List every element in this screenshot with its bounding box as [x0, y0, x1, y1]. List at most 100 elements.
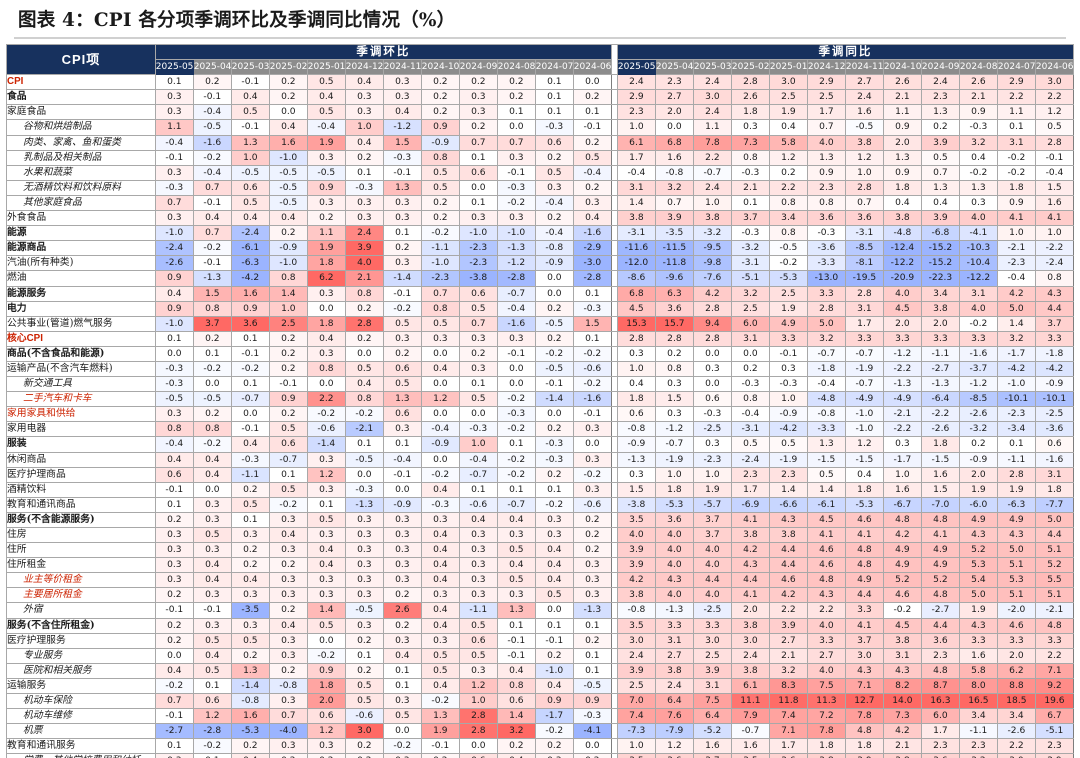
cell-mom: 0.2 — [420, 194, 460, 212]
cell-mom: 0.2 — [154, 632, 194, 649]
cell-mom: 1.2 — [458, 677, 498, 695]
row-label: 商品(不含食品和能源) — [6, 345, 156, 362]
cell-mom: -1.4 — [306, 436, 346, 453]
cell-yoy: 8.8 — [996, 677, 1036, 695]
cell-mom: 0.0 — [154, 345, 194, 362]
cell-yoy: 0.3 — [882, 436, 922, 453]
table-row: 服装 -0.4 -0.2 0.4 0.6 -1.4 0.1 0.1 -0.9 1.0 0.1 -0.3… — [6, 436, 1075, 453]
cell-yoy: 2.3 — [616, 104, 656, 121]
cell-yoy: 4.2 — [996, 285, 1036, 302]
cell-yoy: 4.8 — [920, 511, 960, 529]
cell-mom: 3.9 — [344, 240, 384, 257]
cell-mom: 0.0 — [420, 406, 460, 423]
cell-yoy: -11.8 — [654, 255, 694, 272]
cell-yoy: 3.8 — [616, 587, 656, 604]
cell-mom: 0.3 — [496, 210, 536, 227]
cell-mom: 0.4 — [496, 557, 536, 574]
cell-mom: 0.2 — [572, 542, 612, 559]
cell-mom: 0.4 — [534, 542, 574, 559]
row-label: 医院和相关服务 — [6, 662, 156, 679]
cell-mom: 0.3 — [344, 194, 384, 212]
cell-yoy: 4.3 — [806, 587, 846, 604]
cell-yoy: 3.5 — [616, 617, 656, 634]
cell-mom: 0.3 — [382, 542, 422, 559]
cell-yoy: 2.5 — [768, 89, 808, 106]
cell-yoy: 3.1 — [1034, 466, 1075, 483]
cell-yoy: -0.7 — [844, 376, 884, 393]
cell-mom: 0.4 — [192, 572, 232, 589]
cell-yoy: 3.6 — [844, 210, 884, 227]
cell-mom: 0.5 — [192, 662, 232, 679]
cell-mom: 0.7 — [154, 693, 194, 710]
cell-mom: 1.8 — [306, 677, 346, 695]
cell-yoy: -3.7 — [958, 360, 998, 378]
cell-mom: 0.1 — [382, 662, 422, 679]
cell-yoy: 1.8 — [730, 104, 770, 121]
table-row: 外宿 -0.1 -0.1 -3.5 0.2 1.4 -0.5 2.6 0.4 -1.1 1.3 0.0… — [6, 602, 1075, 619]
table-body: CPI 0.1 0.2 -0.1 0.2 0.5 0.4 0.3 0.2 0.2 0.2 0.1 0.0… — [6, 74, 1075, 758]
row-label: 住所租金 — [6, 557, 156, 574]
cell-yoy: 7.1 — [768, 723, 808, 740]
cell-mom: 0.1 — [496, 481, 536, 498]
cell-mom: 1.3 — [420, 708, 460, 725]
cell-yoy: 2.7 — [768, 632, 808, 649]
cell-yoy: -0.3 — [730, 225, 770, 242]
date-header-mom-2024-11: 2024-11 — [382, 59, 422, 76]
cell-yoy: 2.3 — [806, 179, 846, 196]
cell-mom: -0.4 — [496, 300, 536, 317]
cell-yoy: -5.3 — [654, 496, 694, 513]
cell-yoy: 1.3 — [806, 149, 846, 166]
cell-mom: -2.1 — [344, 421, 384, 438]
cell-mom: -0.6 — [306, 421, 346, 438]
date-header-mom-2025-03: 2025-03 — [230, 59, 270, 76]
cell-mom: -0.2 — [496, 421, 536, 438]
cell-yoy: 4.4 — [844, 587, 884, 604]
cell-yoy: 3.3 — [768, 330, 808, 347]
group-header-mom: 季调环比 — [154, 43, 612, 61]
cell-yoy: 1.2 — [1034, 104, 1075, 121]
cell-yoy: 7.4 — [768, 708, 808, 725]
cell-mom: -1.4 — [230, 677, 270, 695]
cell-mom: 0.2 — [420, 89, 460, 106]
cell-mom: 0.4 — [420, 557, 460, 574]
cell-mom: 0.0 — [230, 406, 270, 423]
cell-mom: -0.1 — [230, 74, 270, 91]
cell-mom: 0.4 — [420, 526, 460, 544]
cell-mom: 0.3 — [154, 557, 194, 574]
cell-yoy: -0.4 — [1034, 164, 1075, 181]
cell-yoy: -2.7 — [920, 360, 960, 378]
cell-yoy: 3.3 — [920, 330, 960, 347]
row-label: 能源商品 — [6, 240, 156, 257]
row-label: 酒精饮料 — [6, 481, 156, 498]
cell-mom: 0.3 — [382, 421, 422, 438]
cell-yoy: 3.2 — [730, 285, 770, 302]
cell-mom: 0.2 — [306, 210, 346, 227]
cell-yoy: 0.8 — [1034, 270, 1075, 287]
cell-yoy: 0.5 — [806, 466, 846, 483]
cell-mom: -0.2 — [230, 360, 270, 378]
cell-yoy: -2.6 — [920, 421, 960, 438]
cell-yoy: 0.9 — [996, 194, 1036, 212]
cell-yoy: 5.1 — [996, 587, 1036, 604]
cell-mom: -0.4 — [382, 451, 422, 468]
cell-mom: 0.9 — [154, 270, 194, 287]
cell-mom: 6.2 — [306, 270, 346, 287]
table-row: 乳制品及相关制品 -0.1 -0.2 1.0 -1.0 0.3 0.2 -0.3 0.8 0.1 0… — [6, 149, 1075, 166]
cell-mom: -0.3 — [534, 451, 574, 468]
cell-yoy: 1.1 — [882, 104, 922, 121]
cell-mom: 0.2 — [268, 662, 308, 679]
cell-yoy: -6.4 — [920, 391, 960, 408]
cell-yoy: -9.5 — [692, 240, 732, 257]
cell-mom: 0.3 — [154, 164, 194, 181]
cell-mom: 0.2 — [534, 647, 574, 664]
cell-yoy: 1.8 — [920, 436, 960, 453]
table-row: 机票 -2.7 -2.8 -5.3 -4.0 1.2 3.0 0.0 1.9 2.8 3.2 -0.2… — [6, 723, 1075, 740]
cell-mom: 0.1 — [572, 662, 612, 679]
header-date-row: 2025-05 2025-04 2025-03 2025-02 2025-01 2024-… — [7, 59, 1075, 76]
cell-yoy: -2.3 — [996, 255, 1036, 272]
cell-yoy: 2.9 — [616, 89, 656, 106]
cell-yoy: -0.2 — [996, 164, 1036, 181]
cell-yoy: 6.1 — [730, 677, 770, 695]
cell-yoy: 4.9 — [882, 557, 922, 574]
cell-yoy: 4.3 — [768, 511, 808, 529]
